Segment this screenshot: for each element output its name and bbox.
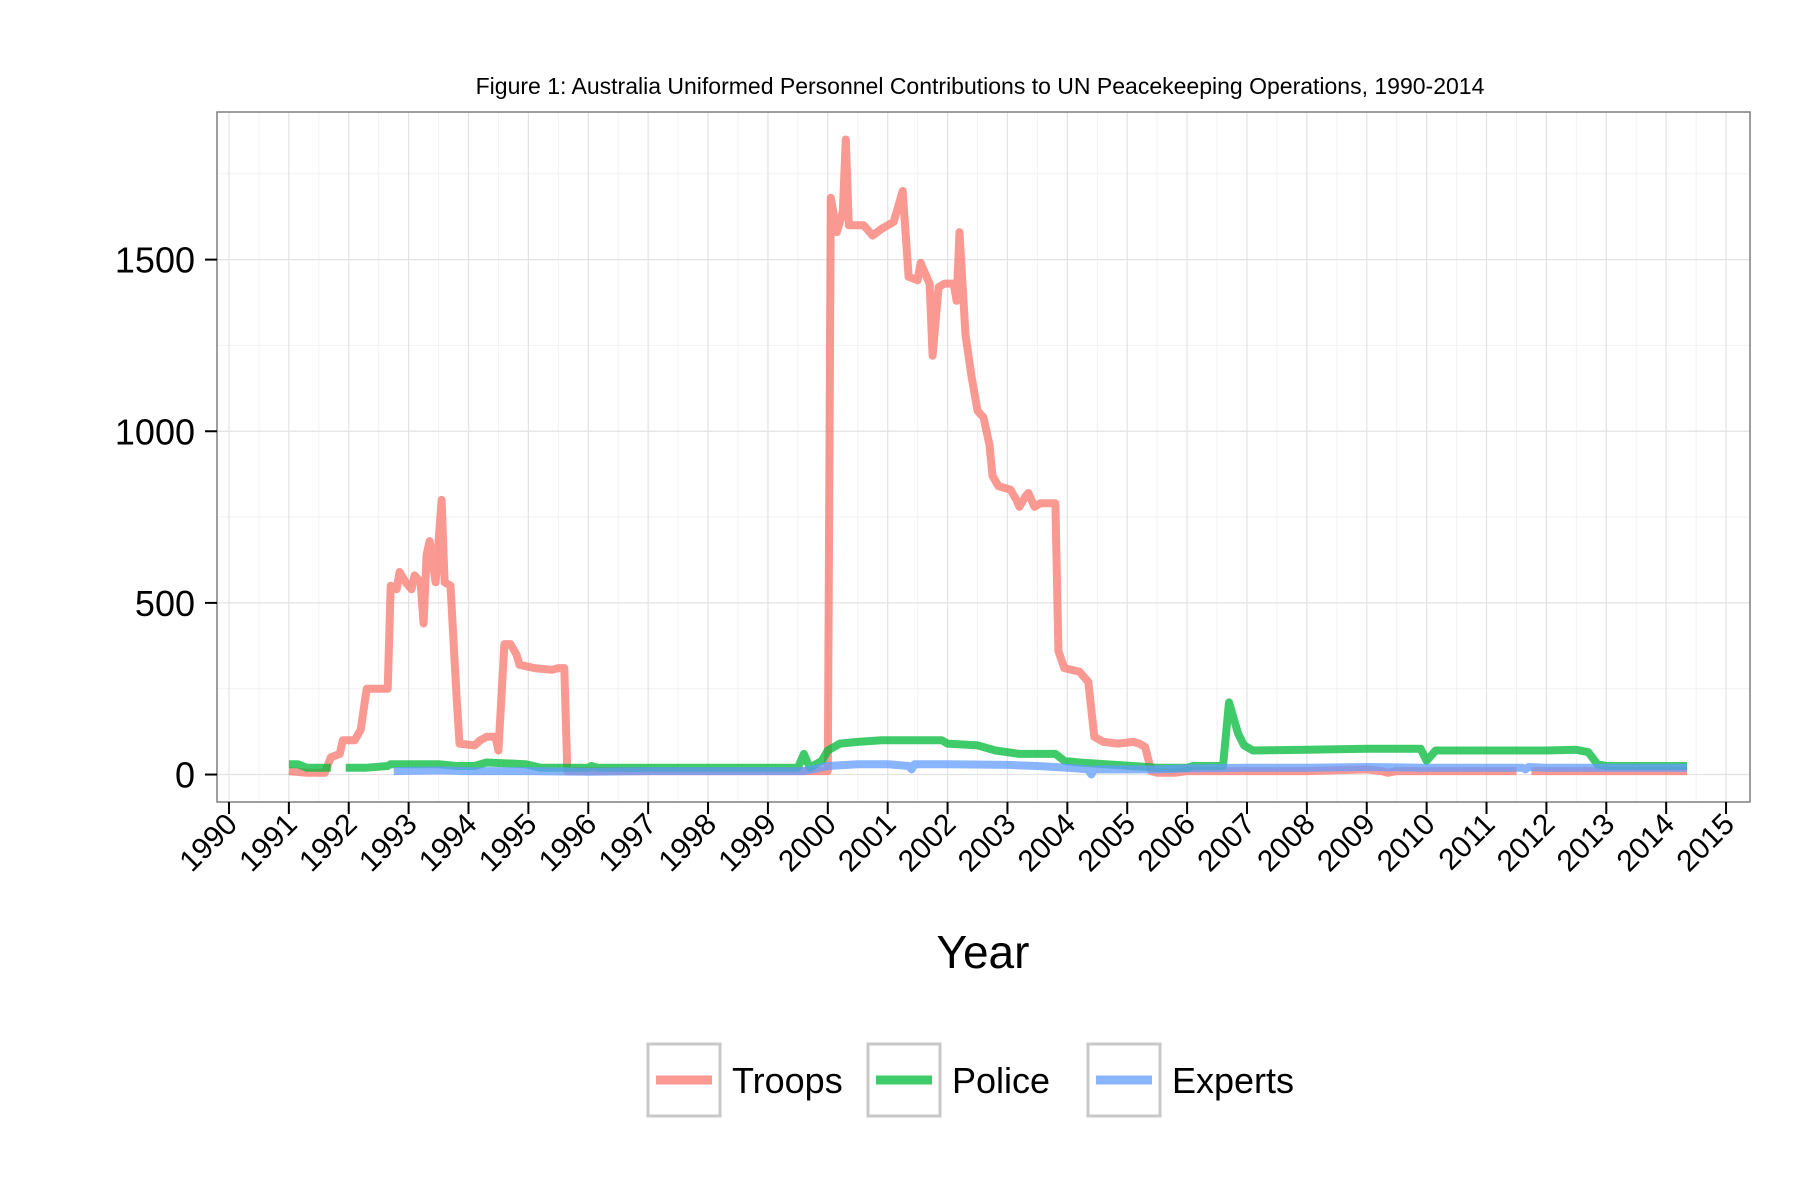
series-line-police	[288, 760, 331, 772]
x-tick-label: 2011	[1433, 808, 1502, 877]
x-tick-label: 1993	[353, 808, 424, 879]
x-tick-label: 1991	[233, 808, 304, 879]
x-axis-title: Year	[937, 926, 1030, 978]
y-tick-label: 1000	[115, 411, 195, 452]
y-tick-label: 500	[135, 583, 195, 624]
x-tick-label: 2013	[1551, 808, 1622, 879]
series-line-troops	[288, 135, 1517, 777]
x-tick-label: 1992	[293, 808, 364, 879]
x-tick-label: 1997	[593, 808, 664, 879]
major-gridlines	[217, 112, 1750, 802]
x-tick-label: 2005	[1072, 808, 1143, 879]
x-tick-label: 2008	[1251, 808, 1322, 879]
x-tick-label: 2014	[1611, 808, 1682, 879]
legend-label: Troops	[732, 1060, 843, 1101]
x-tick-label: 2001	[832, 808, 903, 879]
x-tick-label: 2010	[1371, 808, 1442, 879]
x-axis: 1990199119921993199419951996199719981999…	[173, 802, 1741, 878]
legend-label: Experts	[1172, 1060, 1294, 1101]
y-tick-label: 0	[175, 755, 195, 796]
x-tick-label: 2006	[1132, 808, 1203, 879]
plot-panel-border	[216, 111, 1751, 803]
y-tick-label: 1500	[115, 240, 195, 281]
x-tick-label: 2012	[1491, 808, 1562, 879]
chart-title: Figure 1: Australia Uniformed Personnel …	[476, 73, 1485, 99]
x-tick-label: 2009	[1311, 808, 1382, 879]
x-tick-label: 1990	[173, 808, 244, 879]
minor-gridlines	[217, 112, 1750, 802]
x-tick-label: 2002	[892, 808, 963, 879]
x-tick-label: 1998	[652, 808, 723, 879]
x-tick-label: 2004	[1012, 808, 1083, 879]
series-line-police	[345, 698, 1688, 772]
legend-item-police: Police	[866, 1042, 1050, 1118]
legend-item-troops: Troops	[646, 1042, 843, 1118]
series-line-experts	[393, 760, 1688, 779]
x-tick-label: 1999	[712, 808, 783, 879]
x-tick-label: 2000	[772, 808, 843, 879]
x-tick-label: 2003	[952, 808, 1023, 879]
legend-label: Police	[952, 1060, 1050, 1101]
x-tick-label: 1995	[473, 808, 544, 879]
series-lines	[288, 135, 1688, 779]
x-tick-label: 1996	[533, 808, 604, 879]
legend: Troops Police Experts	[646, 1042, 1294, 1118]
x-tick-label: 2007	[1191, 808, 1262, 879]
x-tick-label: 2015	[1670, 808, 1741, 879]
x-tick-label: 1994	[413, 808, 484, 879]
y-axis: 0 500 1000 1500	[115, 240, 217, 796]
legend-item-experts: Experts	[1086, 1042, 1294, 1118]
